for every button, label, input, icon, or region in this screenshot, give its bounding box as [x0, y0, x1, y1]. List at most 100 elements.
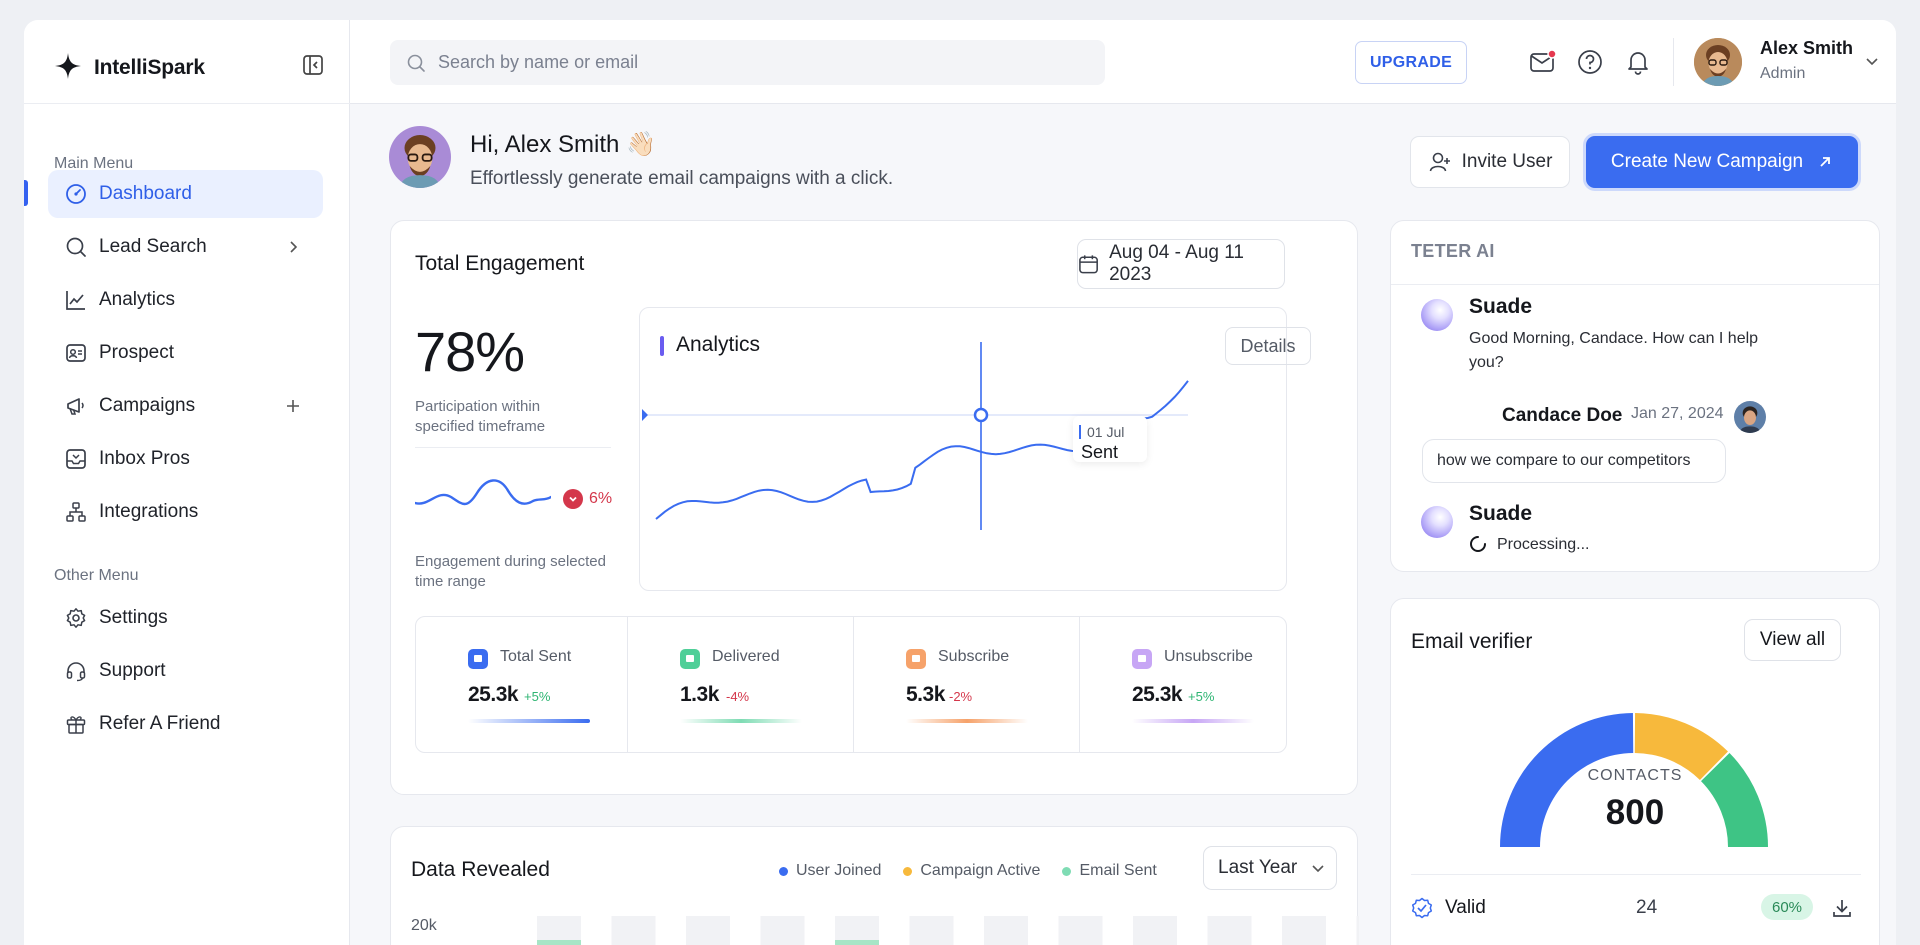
collapse-sidebar-button[interactable]: [298, 50, 328, 80]
engagement-delta: 6%: [563, 489, 612, 509]
top-bar: UPGRADE Alex Smith Admin: [350, 20, 1896, 104]
divider: [24, 103, 350, 104]
user-avatar[interactable]: [1694, 38, 1742, 86]
add-user-icon: [1429, 152, 1450, 172]
ai-title: TETER AI: [1411, 241, 1495, 261]
valid-label: Valid: [1445, 897, 1486, 918]
chevron-down-icon: [1312, 865, 1324, 873]
contacts-value: 800: [1605, 793, 1665, 832]
chart-legend: User Joined Campaign Active Email Sent: [779, 862, 1157, 880]
upgrade-button[interactable]: UPGRADE: [1355, 41, 1467, 84]
chevron-down-icon[interactable]: [1860, 49, 1884, 73]
stat-bar: [1132, 719, 1254, 723]
message-sender: Suade: [1469, 295, 1533, 318]
crosshair-marker: [642, 409, 648, 421]
search-bar[interactable]: [390, 40, 1105, 85]
stat-value: 25.3k: [468, 683, 519, 706]
sidebar-item-label: Settings: [99, 607, 168, 628]
sidebar-item-label: Lead Search: [99, 236, 207, 257]
divider: [1391, 284, 1879, 285]
id-card-icon: [63, 340, 89, 366]
help-button[interactable]: [1575, 47, 1605, 77]
sidebar-item-inbox-pros[interactable]: Inbox Pros: [48, 435, 323, 483]
analytics-area-chart[interactable]: [640, 308, 1288, 592]
hierarchy-icon: [63, 499, 89, 525]
sidebar-item-lead-search[interactable]: Lead Search: [48, 223, 323, 271]
headset-icon: [63, 658, 89, 684]
stat-bar: [680, 719, 802, 723]
email-verifier-card: Email verifier View all CONTACTS 800 Val…: [1390, 598, 1880, 945]
stat-label: Delivered: [712, 648, 780, 665]
chart-icon: [63, 287, 89, 313]
tooltip-date: 01 Jul: [1087, 424, 1125, 440]
column-bg: [1282, 916, 1326, 945]
sidebar-item-settings[interactable]: Settings: [48, 594, 323, 642]
sidebar-item-dashboard[interactable]: Dashboard: [48, 170, 323, 218]
view-all-button[interactable]: View all: [1744, 619, 1841, 661]
column-bg: [1058, 916, 1103, 945]
divider: [1673, 38, 1674, 86]
search-icon: [407, 54, 425, 72]
sidebar-item-campaigns[interactable]: Campaigns: [48, 382, 323, 430]
stat-delta: -2%: [949, 689, 973, 704]
contacts-label: CONTACTS: [1587, 767, 1683, 784]
invite-user-button[interactable]: Invite User: [1410, 136, 1570, 188]
analytics-panel: Analytics Details 01 Jul Sent: [639, 307, 1311, 592]
download-icon[interactable]: [1831, 897, 1853, 919]
verified-icon: [1411, 897, 1433, 919]
stat-delta: +5%: [524, 689, 551, 704]
details-button[interactable]: Details: [1225, 327, 1311, 365]
megaphone-icon: [63, 393, 89, 419]
tooltip-label: Sent: [1081, 442, 1119, 462]
column-bg: [909, 916, 954, 945]
analytics-title: Analytics: [676, 333, 761, 356]
stat-unsubscribe: Unsubscribe 25.3k +5%: [1080, 617, 1286, 752]
brand[interactable]: IntelliSpark: [54, 48, 205, 88]
legend-email-sent: Email Sent: [1062, 862, 1157, 880]
legend-user-joined: User Joined: [779, 862, 881, 880]
column-bg: [611, 916, 656, 945]
sidebar-item-refer-a-friend[interactable]: Refer A Friend: [48, 700, 323, 748]
column-bg: [686, 916, 730, 945]
data-revealed-chart: [537, 916, 1359, 945]
legend-campaign-active: Campaign Active: [903, 862, 1040, 880]
sidebar-item-label: Campaigns: [99, 395, 196, 416]
create-campaign-label: Create New Campaign: [1610, 151, 1804, 172]
mail-notification-button[interactable]: [1528, 47, 1558, 77]
create-new-campaign-button[interactable]: Create New Campaign: [1586, 136, 1858, 188]
sidebar-item-prospect[interactable]: Prospect: [48, 329, 323, 377]
sidebar-item-label: Refer A Friend: [99, 713, 221, 734]
date-range-picker[interactable]: Aug 04 - Aug 11 2023: [1077, 239, 1285, 289]
message-sender: Candace Doe: [1502, 405, 1623, 426]
sidebar-item-integrations[interactable]: Integrations: [48, 488, 323, 536]
sidebar-item-label: Support: [99, 660, 166, 681]
plus-icon[interactable]: [281, 394, 305, 418]
legend-dot: [779, 866, 788, 876]
chevron-right-icon[interactable]: [281, 235, 305, 259]
message-sender: Suade: [1469, 502, 1533, 525]
card-title: Email verifier: [1411, 630, 1533, 653]
legend-dot: [1062, 866, 1072, 876]
stat-label: Subscribe: [938, 648, 1010, 665]
legend-dot: [903, 866, 913, 876]
main-menu-title: Main Menu: [54, 155, 134, 172]
other-menu: Settings Support Refer A Friend: [48, 594, 323, 753]
user-role: Admin: [1760, 65, 1806, 82]
sidebar-item-analytics[interactable]: Analytics: [48, 276, 323, 324]
sidebar: IntelliSpark Main Menu Dashboard Lead Se…: [24, 20, 350, 945]
stat-label: Unsubscribe: [1164, 648, 1253, 665]
sidebar-item-label: Prospect: [99, 342, 174, 363]
column-segment: [537, 940, 581, 945]
folder-icon: [468, 649, 488, 669]
gift-icon: [63, 711, 89, 737]
notifications-button[interactable]: [1623, 47, 1653, 77]
search-input[interactable]: [438, 52, 1078, 73]
engagement-sparkline: [415, 479, 551, 506]
legend-label: Campaign Active: [920, 862, 1041, 879]
sidebar-item-support[interactable]: Support: [48, 647, 323, 695]
message-text: Good Morning, Candace. How can I help yo…: [1469, 330, 1759, 371]
period-select[interactable]: Last Year: [1203, 846, 1337, 890]
main-menu: Dashboard Lead Search Analytics Prospect…: [48, 170, 323, 541]
stat-delivered: Delivered 1.3k -4%: [628, 617, 854, 752]
folder-icon: [1132, 649, 1152, 669]
